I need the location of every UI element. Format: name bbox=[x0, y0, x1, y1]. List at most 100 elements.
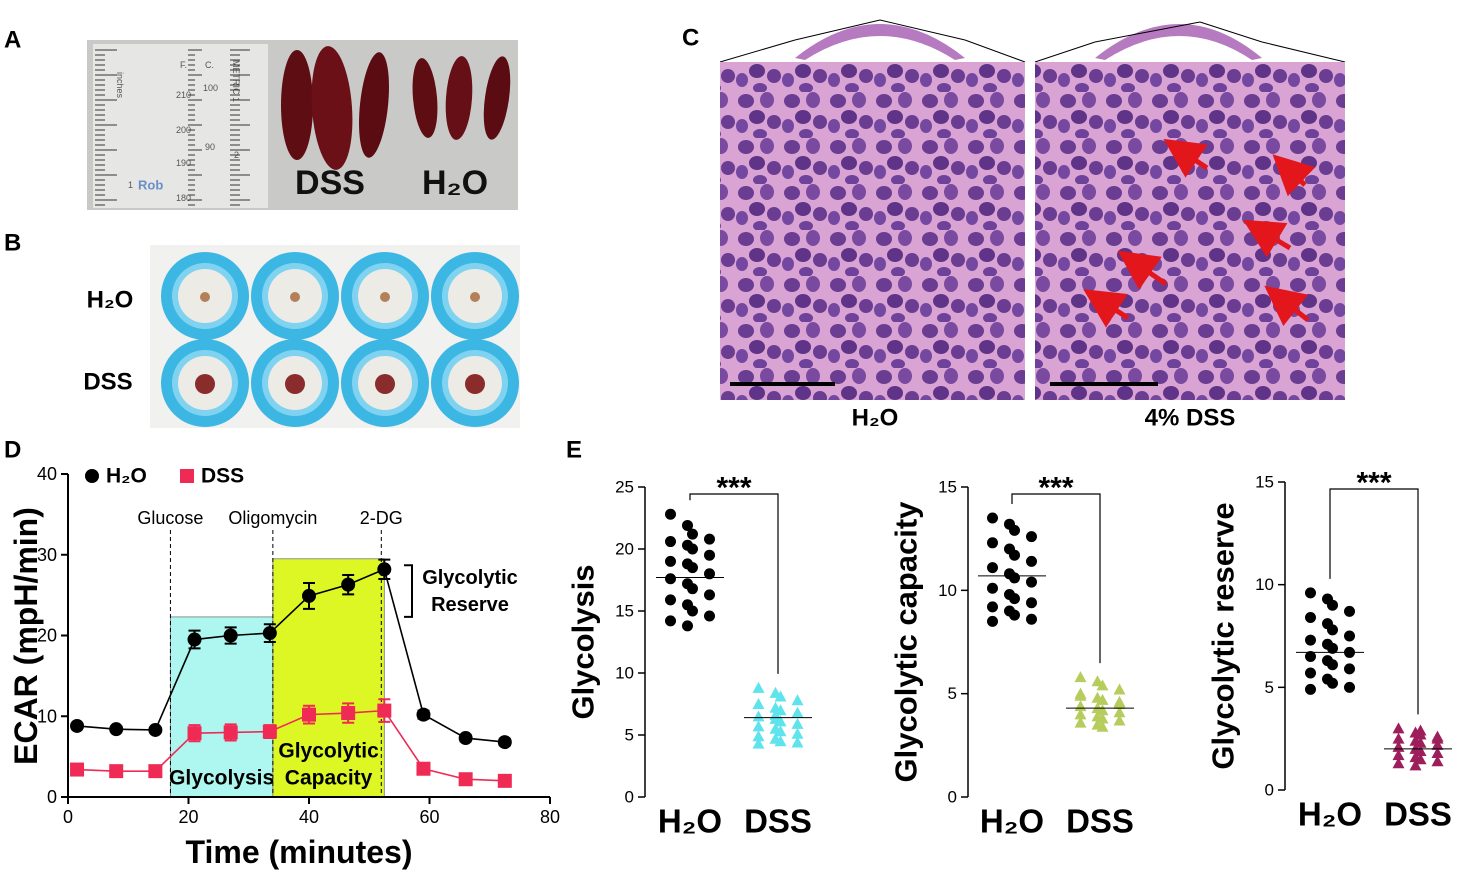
data-point bbox=[148, 722, 163, 737]
data-point bbox=[665, 508, 676, 520]
zoom-line bbox=[1199, 21, 1263, 43]
data-point bbox=[1305, 612, 1316, 624]
significance-label: *** bbox=[1356, 467, 1391, 500]
data-point bbox=[1327, 677, 1338, 689]
data-point bbox=[1026, 613, 1037, 625]
phase-region bbox=[170, 616, 274, 798]
data-point bbox=[302, 707, 316, 722]
data-point bbox=[987, 582, 998, 594]
histology-image bbox=[1035, 62, 1345, 400]
data-point bbox=[458, 731, 473, 746]
spleen bbox=[483, 56, 511, 140]
injection-label: Oligomycin bbox=[228, 508, 317, 528]
image-caption: 4% DSS bbox=[1145, 405, 1236, 432]
data-point bbox=[774, 704, 787, 716]
spleen bbox=[311, 46, 353, 170]
data-point bbox=[1305, 651, 1316, 663]
zoom-line bbox=[794, 19, 881, 41]
data-point bbox=[109, 764, 124, 779]
x-tick-label: H₂O bbox=[980, 803, 1044, 840]
data-point bbox=[262, 724, 277, 739]
data-point bbox=[752, 737, 765, 749]
spleen bbox=[412, 58, 438, 138]
data-point bbox=[704, 549, 715, 561]
y-tick-label: 5 bbox=[625, 726, 634, 745]
ruler-text: METRIC 1 bbox=[231, 60, 241, 102]
x-tick-label: H₂O bbox=[658, 803, 722, 840]
data-point bbox=[1392, 749, 1405, 761]
data-point bbox=[1009, 593, 1020, 605]
data-point bbox=[752, 720, 765, 732]
data-point bbox=[665, 615, 676, 627]
photo-histology: H₂O 4% DSS bbox=[719, 19, 1346, 432]
pellet bbox=[200, 292, 210, 302]
ruler-text: 190 bbox=[176, 158, 191, 168]
colon-section bbox=[795, 24, 965, 60]
data-point bbox=[1305, 587, 1316, 599]
data-point bbox=[687, 528, 698, 540]
reserve-bracket bbox=[404, 564, 413, 618]
y-tick-label: 10 bbox=[615, 664, 634, 683]
data-point bbox=[187, 726, 202, 741]
annotation-arrow bbox=[1117, 250, 1168, 290]
data-point bbox=[1409, 759, 1422, 771]
panel-letter: A bbox=[4, 27, 21, 54]
photo-label: DSS bbox=[295, 164, 365, 202]
data-point bbox=[1327, 659, 1338, 671]
annotation-arrow bbox=[1083, 289, 1130, 328]
x-tick-label: DSS bbox=[1384, 796, 1452, 833]
y-tick-label: 5 bbox=[1265, 678, 1274, 697]
data-point bbox=[1009, 549, 1020, 561]
legend-label: DSS bbox=[201, 465, 244, 488]
data-point bbox=[1414, 724, 1427, 736]
data-point bbox=[774, 690, 787, 702]
colon-section bbox=[1095, 24, 1262, 60]
reserve-label: Reserve bbox=[431, 594, 509, 616]
ruler-text: Rob bbox=[138, 178, 163, 193]
data-point bbox=[1026, 576, 1037, 588]
annotation-arrow bbox=[1264, 285, 1310, 327]
data-point bbox=[341, 577, 356, 592]
pellet bbox=[195, 374, 215, 394]
row-label: DSS bbox=[83, 369, 132, 396]
pellet bbox=[380, 292, 390, 302]
ruler-text: 90 bbox=[205, 142, 215, 152]
data-point bbox=[377, 703, 392, 718]
x-tick-label: 20 bbox=[178, 807, 198, 827]
data-point bbox=[665, 536, 676, 548]
y-tick-label: 15 bbox=[1255, 473, 1274, 492]
data-point bbox=[1113, 695, 1126, 707]
ruler bbox=[93, 44, 268, 208]
data-point bbox=[70, 718, 85, 733]
data-point bbox=[791, 736, 804, 748]
data-point bbox=[791, 727, 804, 739]
data-point bbox=[1392, 732, 1405, 744]
data-point bbox=[1392, 722, 1405, 734]
data-point bbox=[1009, 524, 1020, 536]
data-point bbox=[1096, 679, 1109, 691]
annotation-arrow bbox=[1163, 138, 1209, 178]
data-point bbox=[223, 628, 238, 643]
zoom-line bbox=[964, 39, 1026, 63]
significance-label: *** bbox=[716, 472, 751, 505]
data-point bbox=[109, 722, 124, 737]
legend-marker bbox=[85, 469, 99, 483]
data-point bbox=[774, 735, 787, 747]
data-point bbox=[223, 725, 238, 740]
data-point bbox=[1392, 757, 1405, 769]
data-point bbox=[682, 620, 693, 632]
data-point bbox=[458, 772, 473, 787]
data-point bbox=[1327, 599, 1338, 611]
ruler-text: 1 bbox=[128, 180, 133, 190]
y-tick-label: 0 bbox=[625, 788, 634, 807]
panel-letter: E bbox=[566, 437, 582, 464]
y-tick-label: 0 bbox=[47, 787, 57, 807]
region-label: Glycolysis bbox=[169, 767, 274, 790]
data-point bbox=[704, 533, 715, 545]
y-tick-label: 10 bbox=[37, 706, 57, 726]
ruler-text: F. bbox=[180, 60, 187, 70]
data-point bbox=[752, 730, 765, 742]
legend-marker bbox=[180, 469, 194, 483]
data-point bbox=[1113, 683, 1126, 695]
